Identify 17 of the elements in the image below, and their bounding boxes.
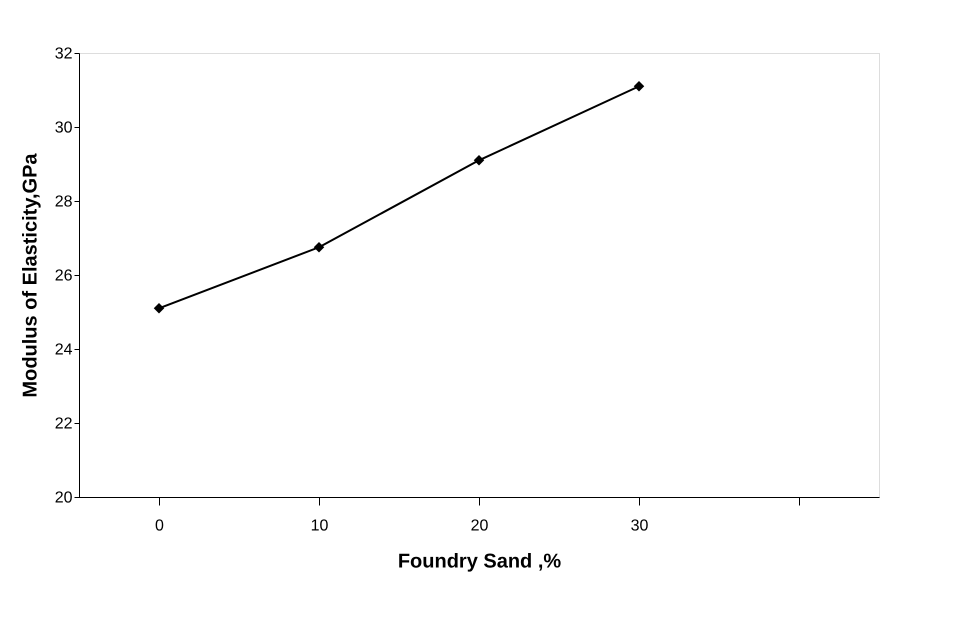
x-tick-label: 30 (630, 518, 648, 534)
y-tick-label: 32 (54, 46, 73, 62)
x-tick-label: 0 (155, 518, 164, 534)
x-axis-title: Foundry Sand ,% (398, 550, 562, 572)
point (314, 242, 324, 252)
x-tick-label: 20 (470, 518, 488, 534)
y-tick-label: 26 (54, 268, 73, 284)
y-tick-label: 28 (54, 194, 73, 210)
y-tick-label: 24 (54, 342, 73, 358)
y-tick-label: 30 (54, 120, 73, 136)
y-tick-label: 22 (54, 416, 73, 432)
x-tick-label: 10 (310, 518, 328, 534)
point (634, 81, 644, 92)
point (474, 155, 484, 166)
point (154, 303, 164, 314)
y-tick-label: 20 (54, 490, 73, 506)
y-axis-title: Modulus of Elasticity,GPa (20, 152, 42, 398)
